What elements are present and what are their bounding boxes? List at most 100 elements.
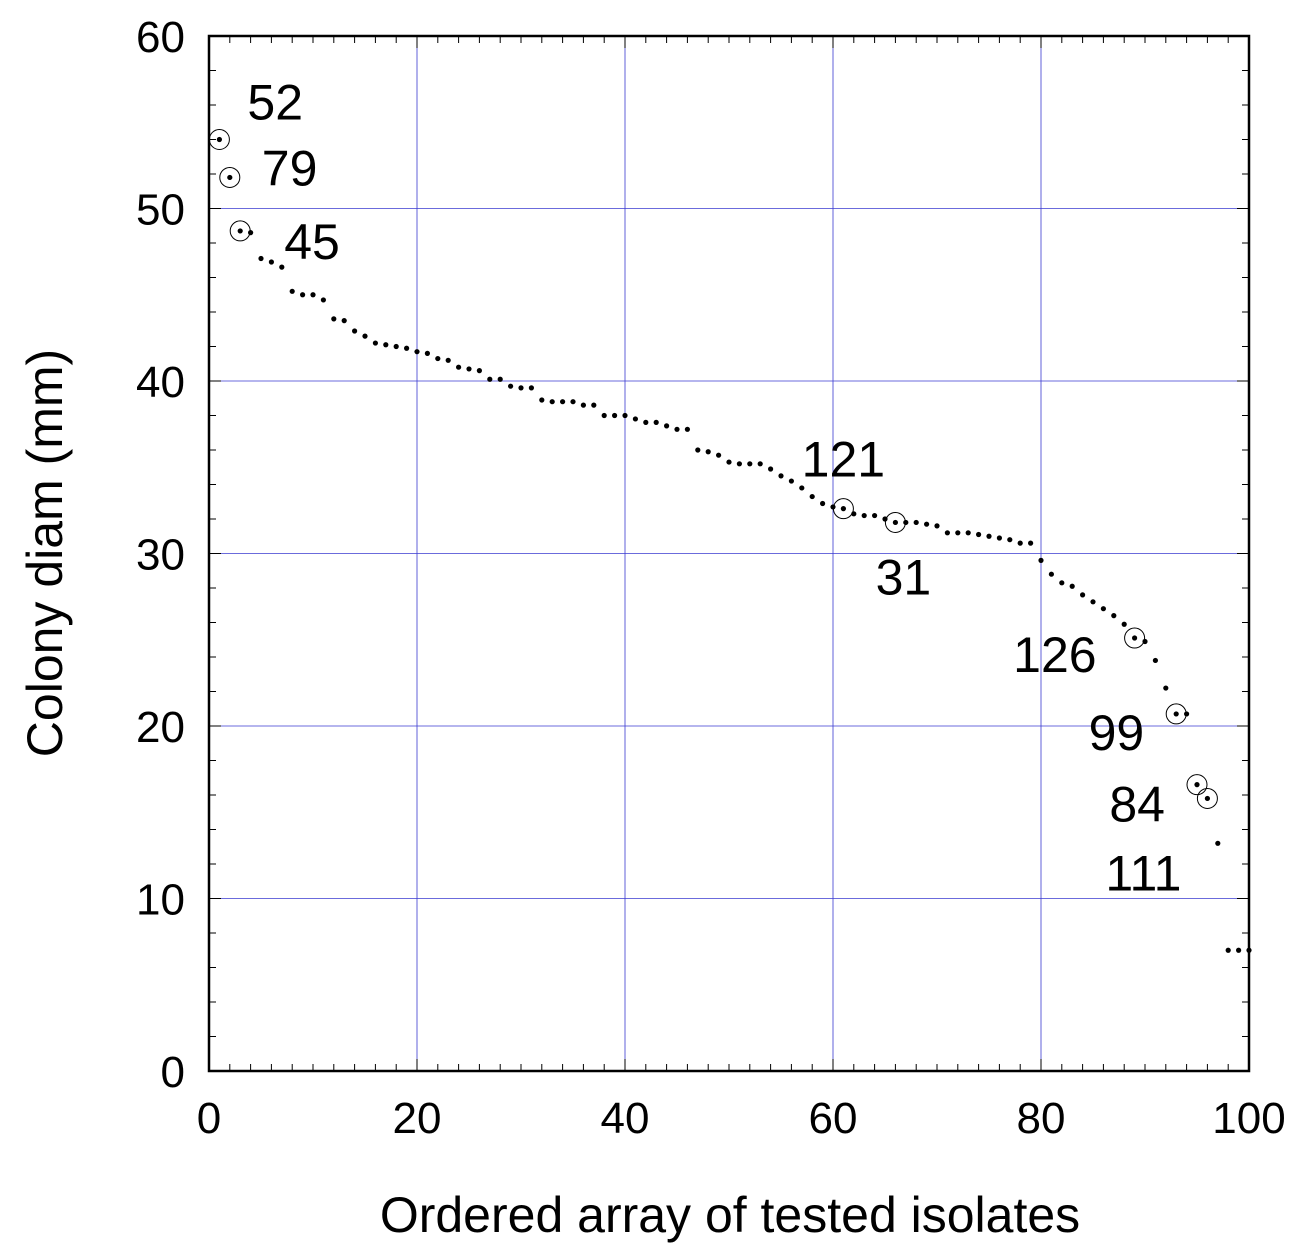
- data-point: [237, 228, 243, 234]
- data-point: [653, 419, 659, 425]
- data-point: [736, 461, 743, 467]
- data-point: [664, 423, 670, 429]
- data-point: [289, 288, 295, 294]
- data-point: [1028, 540, 1034, 546]
- data-point: [362, 333, 368, 339]
- data-point: [830, 504, 836, 510]
- point-label: 84: [1109, 777, 1165, 833]
- data-point: [1017, 540, 1023, 546]
- data-point: [1059, 580, 1065, 586]
- data-point: [508, 383, 514, 389]
- data-point: [320, 297, 326, 303]
- data-point: [788, 478, 795, 484]
- data-point: [965, 530, 971, 536]
- data-point: [1038, 557, 1044, 564]
- data-point: [757, 461, 763, 467]
- y-tick-labels: 0 10 20 30 40 50 60: [136, 13, 185, 1097]
- highlight-ring: [1196, 787, 1218, 809]
- data-point: [1204, 795, 1210, 802]
- data-point: [268, 259, 274, 265]
- y-tick-label: 50: [136, 186, 185, 235]
- data-point: [986, 533, 992, 539]
- point-label: 31: [876, 549, 932, 605]
- data-point: [1215, 840, 1221, 846]
- data-point: [1080, 592, 1086, 598]
- x-tick-labels: 0 20 40 60 80 100: [197, 1094, 1286, 1143]
- data-point: [1048, 571, 1054, 577]
- data-point: [872, 512, 878, 519]
- data-point: [695, 447, 701, 453]
- data-point: [1163, 685, 1169, 691]
- data-point: [1132, 635, 1138, 641]
- x-tick-label: 80: [1017, 1094, 1066, 1143]
- data-point: [580, 402, 587, 408]
- data-point: [684, 426, 691, 432]
- data-point: [716, 452, 722, 458]
- x-tick-label: 40: [601, 1094, 650, 1143]
- data-point: [1121, 621, 1127, 627]
- data-point: [1225, 947, 1231, 953]
- data-point: [528, 385, 535, 391]
- highlight-ring: [219, 166, 241, 188]
- data-point: [445, 357, 451, 363]
- data-point: [840, 506, 847, 512]
- data-point: [809, 493, 815, 500]
- plot-frame: [207, 34, 1251, 1073]
- data-point: [861, 512, 867, 519]
- data-point: [632, 416, 639, 422]
- y-tick-label: 40: [136, 358, 185, 407]
- point-label: 79: [262, 140, 318, 196]
- data-point: [747, 461, 753, 467]
- data-point: [539, 397, 545, 403]
- data-point: [560, 399, 566, 405]
- data-point: [383, 342, 389, 348]
- highlight-ring: [1186, 774, 1208, 796]
- data-point: [643, 419, 649, 425]
- data-point: [1111, 613, 1117, 619]
- data-point: [248, 230, 254, 236]
- data-point: [601, 412, 607, 419]
- x-tick-label: 100: [1212, 1094, 1285, 1143]
- data-point: [1173, 711, 1179, 717]
- data-point: [476, 368, 482, 374]
- data-point: [882, 516, 888, 522]
- data-point: [1069, 583, 1075, 589]
- y-tick-label: 60: [136, 13, 185, 62]
- point-label: 121: [802, 432, 885, 488]
- data-point: [799, 485, 805, 491]
- data-point: [768, 466, 774, 472]
- data-point: [570, 399, 576, 405]
- data-point: [414, 349, 420, 355]
- data-point: [1007, 537, 1013, 543]
- data-point: [622, 412, 628, 419]
- data-point: [778, 473, 784, 479]
- data-point: [674, 426, 680, 432]
- data-point: [393, 343, 399, 350]
- data-point: [331, 316, 337, 322]
- data-point: [1100, 606, 1106, 612]
- point-annotations: 52 79 45 121 31 126 99 84 111: [247, 75, 1181, 902]
- data-point: [497, 376, 503, 382]
- x-axis-title: Ordered array of tested isolates: [380, 1187, 1080, 1243]
- data-point: [976, 531, 982, 538]
- data-point: [404, 345, 410, 351]
- data-point: [705, 449, 711, 455]
- x-tick-label: 20: [393, 1094, 442, 1143]
- data-point: [549, 399, 555, 405]
- data-point: [934, 523, 940, 529]
- data-point: [955, 530, 961, 536]
- data-point: [1184, 711, 1190, 717]
- x-tick-label: 60: [809, 1094, 858, 1143]
- data-point: [518, 385, 524, 391]
- x-tick-label: 0: [197, 1094, 221, 1143]
- y-tick-label: 20: [136, 703, 185, 752]
- data-point: [216, 136, 222, 143]
- point-label: 126: [1013, 627, 1096, 683]
- data-point: [924, 521, 930, 527]
- data-point: [1152, 657, 1158, 664]
- point-label: 45: [284, 214, 340, 270]
- data-point: [913, 519, 919, 526]
- data-point: [372, 340, 378, 346]
- data-point: [352, 328, 358, 334]
